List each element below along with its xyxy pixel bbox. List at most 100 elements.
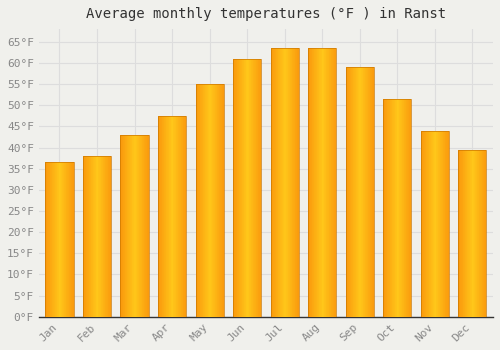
Bar — [61, 162, 62, 317]
Bar — [129, 135, 130, 317]
Bar — [86, 156, 87, 317]
Bar — [459, 150, 460, 317]
Bar — [165, 116, 166, 317]
Bar — [321, 48, 322, 317]
Bar — [281, 48, 282, 317]
Bar — [425, 131, 426, 317]
Bar — [386, 99, 387, 317]
Bar — [126, 135, 127, 317]
Bar — [384, 99, 386, 317]
Bar — [173, 116, 174, 317]
Bar — [395, 99, 396, 317]
Bar — [206, 84, 207, 317]
Bar — [142, 135, 143, 317]
Bar — [166, 116, 167, 317]
Bar — [279, 48, 280, 317]
Bar — [233, 59, 261, 317]
Bar — [435, 131, 436, 317]
Bar — [102, 156, 104, 317]
Bar — [370, 67, 371, 317]
Bar — [138, 135, 139, 317]
Bar — [349, 67, 350, 317]
Bar — [276, 48, 277, 317]
Bar — [51, 162, 52, 317]
Bar — [364, 67, 366, 317]
Bar — [311, 48, 312, 317]
Bar — [483, 150, 484, 317]
Bar — [308, 48, 336, 317]
Bar — [132, 135, 133, 317]
Bar — [447, 131, 448, 317]
Bar — [215, 84, 216, 317]
Bar — [324, 48, 325, 317]
Bar — [480, 150, 481, 317]
Bar — [56, 162, 58, 317]
Bar — [106, 156, 107, 317]
Bar — [120, 135, 121, 317]
Bar — [424, 131, 425, 317]
Bar — [275, 48, 276, 317]
Bar — [131, 135, 132, 317]
Bar — [323, 48, 324, 317]
Bar — [410, 99, 412, 317]
Bar — [146, 135, 147, 317]
Bar — [98, 156, 99, 317]
Bar — [277, 48, 278, 317]
Bar — [107, 156, 108, 317]
Bar — [422, 131, 423, 317]
Bar — [475, 150, 476, 317]
Bar — [254, 59, 255, 317]
Bar — [250, 59, 252, 317]
Bar — [258, 59, 259, 317]
Bar — [246, 59, 247, 317]
Bar — [196, 84, 224, 317]
Bar — [372, 67, 373, 317]
Bar — [245, 59, 246, 317]
Bar — [49, 162, 50, 317]
Bar — [272, 48, 274, 317]
Bar — [464, 150, 466, 317]
Bar — [438, 131, 439, 317]
Bar — [257, 59, 258, 317]
Bar — [109, 156, 110, 317]
Bar — [93, 156, 94, 317]
Bar — [392, 99, 393, 317]
Bar — [400, 99, 401, 317]
Bar — [439, 131, 440, 317]
Bar — [162, 116, 163, 317]
Bar — [121, 135, 122, 317]
Bar — [441, 131, 442, 317]
Bar — [322, 48, 323, 317]
Bar — [256, 59, 257, 317]
Bar — [347, 67, 348, 317]
Bar — [466, 150, 467, 317]
Bar — [430, 131, 432, 317]
Bar — [289, 48, 290, 317]
Bar — [130, 135, 131, 317]
Bar — [308, 48, 309, 317]
Bar — [197, 84, 198, 317]
Bar — [213, 84, 214, 317]
Bar — [284, 48, 286, 317]
Bar — [335, 48, 336, 317]
Bar — [46, 162, 47, 317]
Bar — [158, 116, 186, 317]
Bar — [348, 67, 349, 317]
Bar — [446, 131, 447, 317]
Bar — [238, 59, 240, 317]
Bar — [368, 67, 369, 317]
Bar — [458, 150, 459, 317]
Bar — [65, 162, 66, 317]
Bar — [390, 99, 391, 317]
Bar — [387, 99, 388, 317]
Bar — [274, 48, 275, 317]
Bar — [358, 67, 359, 317]
Bar — [184, 116, 186, 317]
Bar — [286, 48, 287, 317]
Bar — [167, 116, 168, 317]
Bar — [444, 131, 446, 317]
Bar — [469, 150, 470, 317]
Bar — [428, 131, 429, 317]
Bar — [233, 59, 234, 317]
Bar — [371, 67, 372, 317]
